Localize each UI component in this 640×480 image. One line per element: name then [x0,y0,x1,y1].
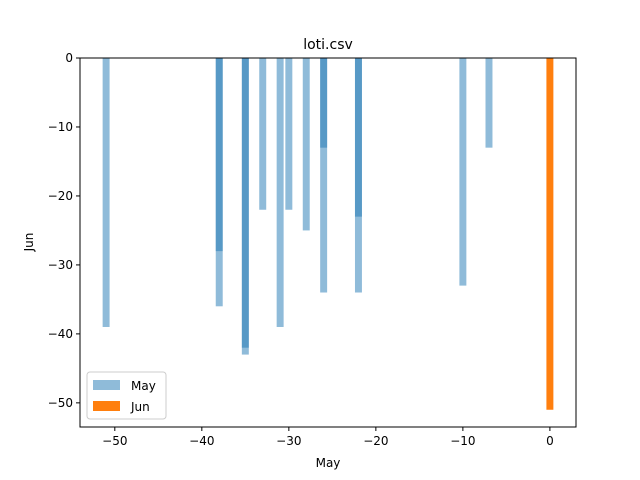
y-tick-label: −10 [48,120,73,134]
legend-swatch-jun [93,401,120,411]
bar-may-10 [320,58,328,148]
bar-may-5 [259,58,267,210]
legend-label-jun: Jun [130,400,150,414]
x-tick-label: −30 [276,434,301,448]
plot-frame [79,57,577,428]
bars-group [102,58,554,410]
x-tick-label: −10 [450,434,475,448]
bar-may-0 [102,58,110,327]
x-axis-label: May [316,456,341,470]
y-tick-label: −30 [48,258,73,272]
bar-may-12 [354,58,362,217]
legend: May Jun [86,371,167,420]
x-tick-label: −40 [189,434,214,448]
bar-may-13 [459,58,467,286]
y-tick-label: −50 [48,396,73,410]
y-tick-label: 0 [65,51,73,65]
x-axis-ticks: −50 −40 −30 −20 −10 0 [102,427,554,448]
legend-label-may: May [131,379,156,393]
y-axis-ticks: 0 −10 −20 −30 −40 −50 [48,51,80,410]
x-tick-label: 0 [546,434,554,448]
x-tick-label: −20 [363,434,388,448]
bar-may-6 [276,58,284,327]
bar-may-2 [215,58,223,252]
y-tick-label: −40 [48,327,73,341]
x-tick-label: −50 [102,434,127,448]
bar-may-4 [241,58,249,348]
bar-jun-0 [546,58,554,410]
chart-title: loti.csv [303,37,353,53]
bar-may-8 [302,58,310,231]
bar-may-14 [485,58,493,148]
bar-may-9 [320,58,328,293]
bar-may-7 [285,58,293,210]
legend-swatch-may [93,380,120,390]
y-tick-label: −20 [48,189,73,203]
y-axis-label: Jun [22,233,36,253]
